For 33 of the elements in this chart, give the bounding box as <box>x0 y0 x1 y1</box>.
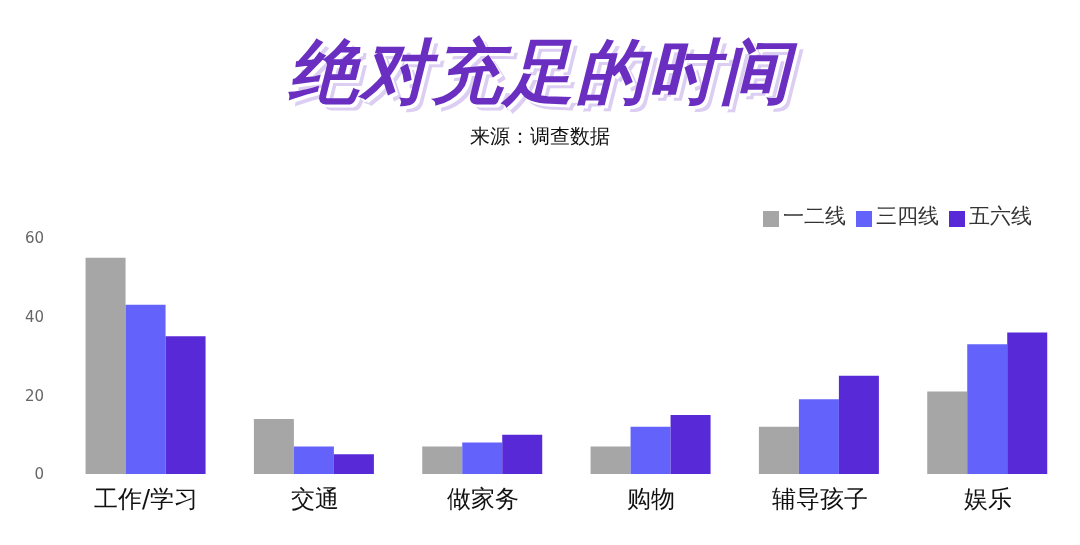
bar <box>590 446 631 474</box>
legend-label: 一二线 <box>783 204 846 228</box>
x-tick-label: 辅导孩子 <box>771 485 868 514</box>
x-tick-label: 交通 <box>290 485 339 514</box>
bar <box>333 454 374 474</box>
legend-label: 五六线 <box>969 204 1032 228</box>
bar <box>462 442 503 474</box>
x-tick-label: 购物 <box>627 485 676 514</box>
y-tick-label: 40 <box>24 307 44 326</box>
legend-label: 三四线 <box>876 204 939 228</box>
x-tick-label: 工作/学习 <box>94 485 199 514</box>
y-tick-label: 20 <box>24 386 44 405</box>
chart-subtitle: 来源：调查数据 <box>469 123 611 150</box>
chart-title: 绝对充足的时间 <box>287 30 799 114</box>
bar <box>838 375 879 474</box>
bar <box>670 415 711 474</box>
bar <box>125 304 166 474</box>
x-tick-label: 做家务 <box>446 485 519 514</box>
bar <box>253 418 294 474</box>
bar <box>630 426 671 474</box>
bar <box>927 391 968 474</box>
bar <box>165 336 206 474</box>
y-tick-label: 0 <box>34 465 44 484</box>
bar <box>758 426 799 474</box>
bar <box>798 399 839 474</box>
y-tick-label: 60 <box>24 229 44 248</box>
bar <box>1007 332 1048 474</box>
bar <box>967 344 1008 474</box>
bar <box>422 446 463 474</box>
bar <box>293 446 334 474</box>
bar <box>85 257 126 474</box>
bar <box>502 434 543 474</box>
x-tick-label: 娱乐 <box>963 485 1012 514</box>
